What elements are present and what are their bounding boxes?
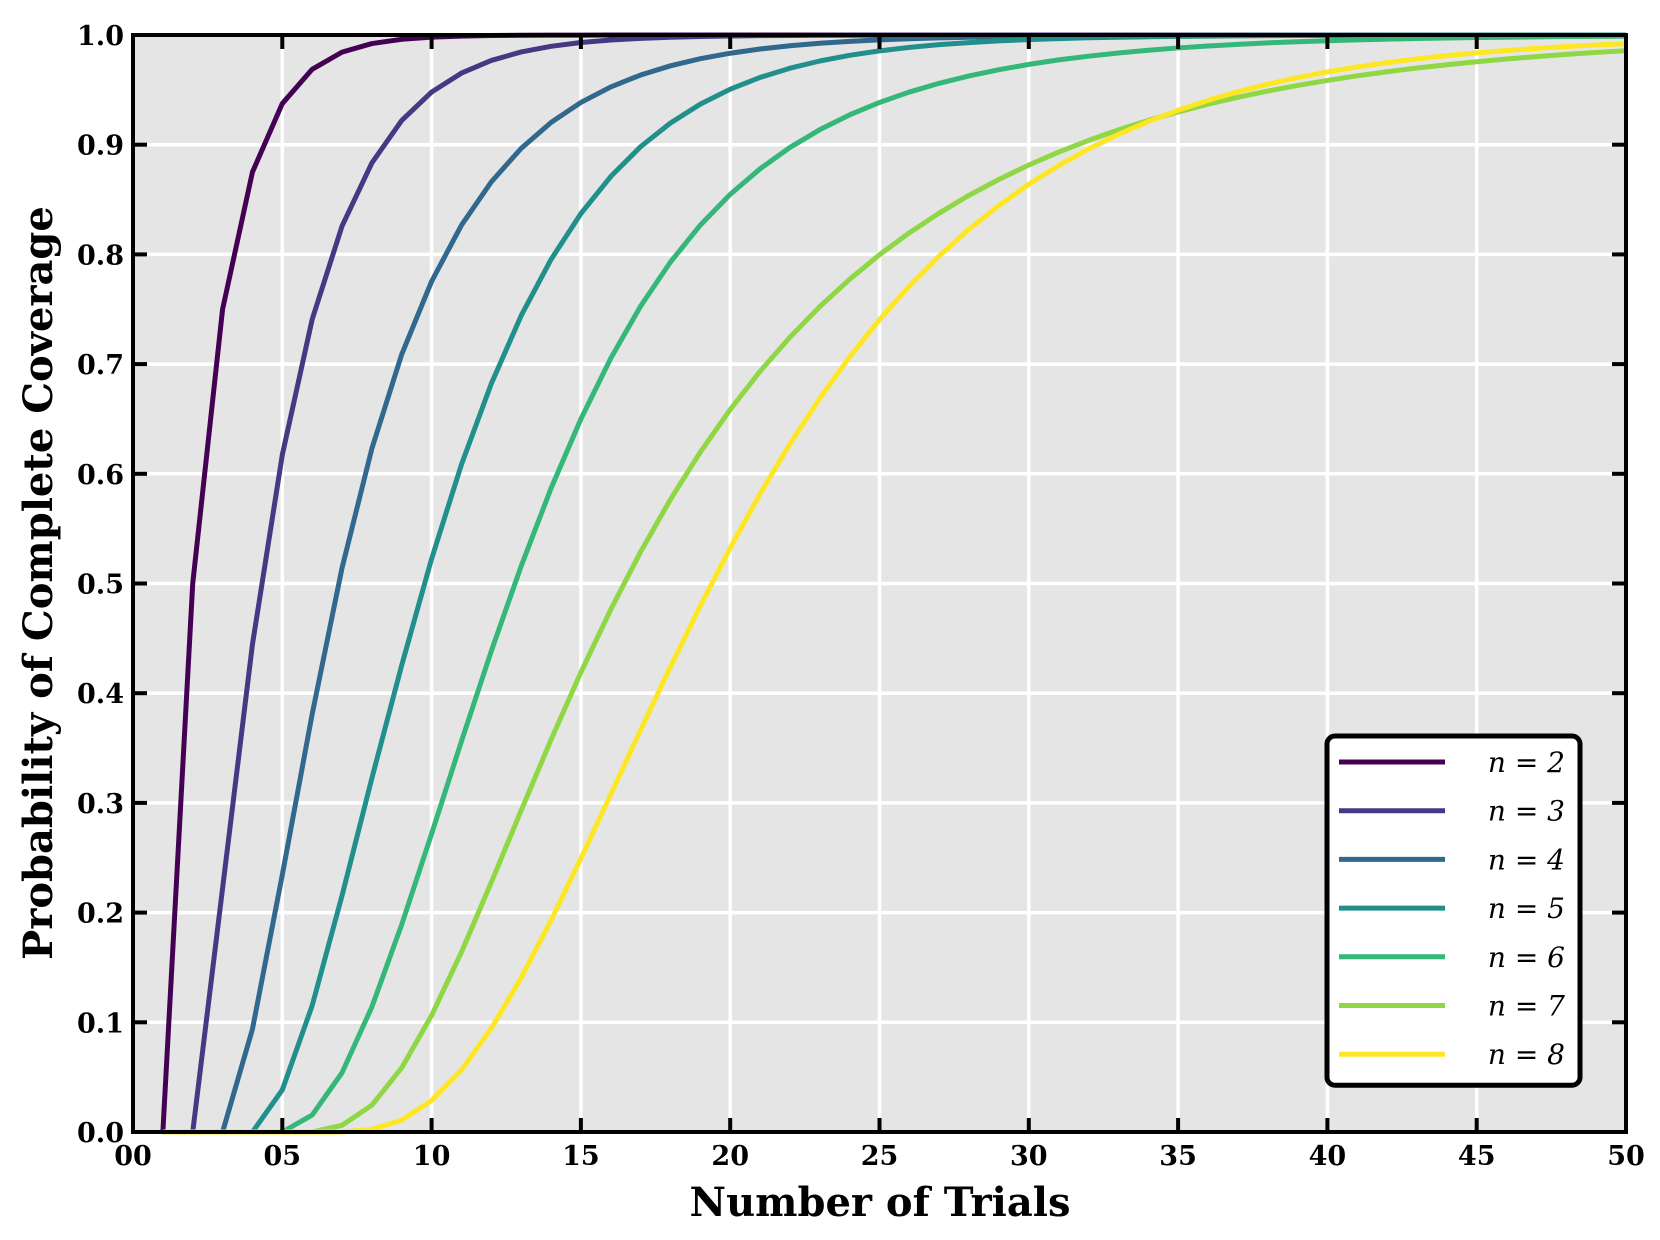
ticks [131,33,1628,1134]
tick-labels: 00 05 10 15 20 25 30 35 40 45 50 0.0 0.1 0.2 0.3 0.4 0.5… [77,21,1645,1172]
legend-label: n = 3 [1488,795,1565,828]
series-line [162,41,1627,1135]
y-axis-label: Probability of Complete Coverage [15,206,62,960]
x-tick-label: 30 [1010,1141,1048,1172]
y-tick-label: 0.1 [77,1008,124,1039]
x-tick-label: 45 [1458,1141,1496,1172]
legend-label: n = 6 [1488,941,1565,974]
x-tick-label: 40 [1309,1141,1347,1172]
y-tick-label: 0.0 [77,1118,124,1149]
legend-label: n = 8 [1488,1038,1565,1071]
y-tick-label: 0.3 [77,789,124,820]
x-tick-label: 00 [114,1141,152,1172]
y-tick-label: 0.7 [77,350,124,381]
x-tick-label: 35 [1159,1141,1197,1172]
x-tick-label: 10 [413,1141,451,1172]
y-tick-label: 0.8 [77,240,124,271]
y-tick-label: 0.5 [77,570,124,601]
legend: n = 2 n = 3 n = 4 n = 5 n = 6 n = 7 n = 8 [1324,733,1583,1088]
legend-label: n = 2 [1488,746,1565,779]
legend-box [1324,733,1583,1088]
series-line [162,48,1627,1135]
y-tick-label: 0.6 [77,460,124,491]
x-tick-label: 05 [264,1141,302,1172]
y-tick-label: 0.4 [77,679,124,710]
y-tick-label: 0.2 [77,899,124,930]
x-tick-label: 50 [1607,1141,1645,1172]
legend-label: n = 4 [1488,843,1565,876]
y-tick-label: 0.9 [77,131,124,162]
series-line [162,33,1627,1135]
x-tick-label: 25 [861,1141,899,1172]
legend-label: n = 5 [1488,892,1565,925]
x-tick-label: 15 [562,1141,600,1172]
x-axis-label: Number of Trials [690,1179,1071,1226]
y-tick-label: 1.0 [77,21,124,52]
x-tick-label: 20 [711,1141,749,1172]
legend-label: n = 7 [1488,990,1565,1023]
